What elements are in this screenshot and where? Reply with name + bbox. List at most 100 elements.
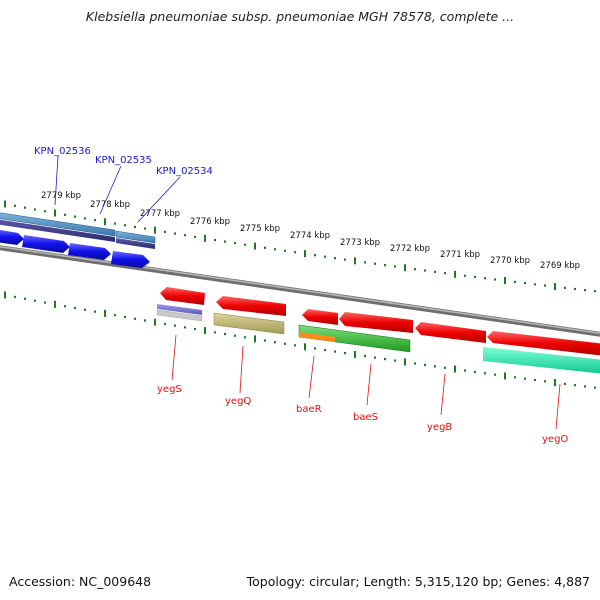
scale-top-minor-tick: [544, 284, 546, 287]
scale-top-minor-tick: [484, 277, 486, 280]
scale-label: 2773 kbp: [340, 238, 380, 248]
gene-bar-navy-2[interactable]: [116, 238, 155, 249]
gene-arrow-yegB[interactable]: [415, 322, 486, 343]
scale-bottom-minor-tick: [134, 317, 136, 320]
gene-bar-KPN_02536[interactable]: [0, 212, 116, 237]
scale-label: 2770 kbp: [490, 256, 530, 266]
gene-label-KPN_02536[interactable]: KPN_02536: [34, 146, 91, 157]
scale-bottom-minor-tick: [484, 372, 486, 375]
scale-top-minor-tick: [494, 278, 496, 281]
scale-bottom-minor-tick: [514, 376, 516, 379]
gene-arrow-yegS[interactable]: [160, 287, 205, 305]
scale-top-minor-tick: [394, 265, 396, 268]
scale-top-minor-tick: [334, 257, 336, 260]
scale-top-minor-tick: [534, 283, 536, 286]
gene-bar-navy-1[interactable]: [0, 219, 115, 242]
scale-top-major-tick: [4, 200, 6, 208]
scale-bottom-minor-tick: [444, 366, 446, 369]
scale-label: 2776 kbp: [190, 217, 230, 227]
scale-top-minor-tick: [364, 261, 366, 264]
scale-top-major-tick: [154, 226, 156, 234]
scale-bottom-minor-tick: [324, 348, 326, 352]
scale-top-minor-tick: [424, 269, 426, 272]
gene-arrow-yegQ[interactable]: [216, 296, 286, 316]
gene-label-yegB[interactable]: yegB: [427, 422, 452, 433]
scale-bottom-minor-tick: [574, 384, 576, 387]
scale-bottom-minor-tick: [474, 370, 476, 374]
scale-bottom-minor-tick: [64, 305, 66, 308]
gene-bar-baeR-orange[interactable]: [299, 332, 335, 342]
gene-label-yegS[interactable]: yegS: [157, 384, 182, 395]
scale-top-major-tick: [404, 264, 406, 272]
gene-bar-yegS-gray[interactable]: [156, 309, 203, 322]
scale-top-minor-tick: [114, 222, 116, 225]
gene-arrow-blue-4[interactable]: [111, 251, 150, 268]
scale-bottom-major-tick: [154, 318, 156, 326]
gene-arrow-blue-2[interactable]: [22, 235, 70, 253]
gene-label-yegO[interactable]: yegO: [542, 434, 568, 445]
scale-top-minor-tick: [14, 204, 16, 207]
gene-bar-yegS-lav[interactable]: [157, 304, 202, 315]
scale-bottom-minor-tick: [84, 308, 86, 311]
scale-top-minor-tick: [164, 230, 166, 234]
scale-top-minor-tick: [434, 270, 436, 273]
scale-bottom-minor-tick: [274, 341, 276, 344]
scale-top-major-tick: [354, 257, 356, 265]
scale-bottom-minor-tick: [144, 319, 146, 322]
scale-top-minor-tick: [274, 248, 276, 251]
gene-label-baeS[interactable]: baeS: [353, 412, 378, 423]
forward-features: [0, 212, 156, 268]
scale-bottom-minor-tick: [164, 322, 166, 326]
scale-top-minor-tick: [184, 234, 186, 237]
scale-top-minor-tick: [234, 242, 236, 245]
scale-bottom-major-tick: [204, 327, 206, 335]
scale-bottom-minor-tick: [494, 373, 496, 376]
scale-top-minor-tick: [344, 258, 346, 261]
scale-ticks-top: [4, 200, 596, 293]
scale-top-minor-tick: [384, 264, 386, 267]
scale-bottom-minor-tick: [594, 386, 596, 389]
scale-bottom-minor-tick: [44, 301, 46, 304]
gene-arrow-yegO[interactable]: [487, 331, 600, 356]
scale-bottom-minor-tick: [114, 314, 116, 317]
genome-backbone-highlight: [0, 245, 600, 335]
gene-label-KPN_02534[interactable]: KPN_02534: [156, 166, 213, 177]
scale-top-minor-tick: [214, 238, 216, 242]
scale-bottom-major-tick: [304, 343, 306, 351]
scale-bottom-minor-tick: [24, 297, 26, 300]
scale-bottom-minor-tick: [564, 382, 566, 385]
gene-bar-KPN_02535[interactable]: [115, 230, 156, 244]
scale-bottom-minor-tick: [224, 332, 226, 336]
scale-bottom-minor-tick: [174, 324, 176, 327]
scale-bottom-minor-tick: [94, 310, 96, 313]
gene-label-yegQ[interactable]: yegQ: [225, 396, 251, 407]
scale-bottom-minor-tick: [124, 315, 126, 319]
scale-top-minor-tick: [34, 208, 36, 211]
reverse-features: [156, 287, 600, 374]
gene-label-KPN_02535[interactable]: KPN_02535: [95, 155, 152, 166]
scale-top-minor-tick: [594, 290, 596, 293]
scale-bottom-minor-tick: [234, 334, 236, 337]
gene-bar-yegO-mint[interactable]: [483, 347, 600, 374]
scale-bottom-major-tick: [254, 335, 256, 343]
scale-bottom-minor-tick: [264, 339, 266, 342]
scale-top-major-tick: [54, 209, 56, 217]
scale-bottom-minor-tick: [544, 380, 546, 383]
scale-label: 2771 kbp: [440, 250, 480, 260]
gene-arrow-baeR[interactable]: [302, 309, 338, 325]
gene-arrow-baeS[interactable]: [339, 312, 413, 333]
gene-bar-yegQ[interactable]: [213, 312, 285, 335]
scale-top-minor-tick: [244, 243, 246, 246]
scale-bottom-minor-tick: [374, 356, 376, 359]
scale-bottom-minor-tick: [194, 327, 196, 331]
gene-label-baeR[interactable]: baeR: [296, 404, 322, 415]
gene-arrow-blue-3[interactable]: [68, 243, 111, 260]
scale-label: 2777 kbp: [140, 209, 180, 219]
gene-arrow-blue-1[interactable]: [0, 229, 24, 245]
scale-bottom-minor-tick: [74, 306, 76, 310]
scale-bottom-major-tick: [354, 351, 356, 359]
scale-labels: 2779 kbp 2778 kbp 2777 kbp 2776 kbp 2775…: [41, 191, 580, 271]
scale-bottom-major-tick: [4, 291, 6, 299]
scale-label: 2774 kbp: [290, 231, 330, 241]
